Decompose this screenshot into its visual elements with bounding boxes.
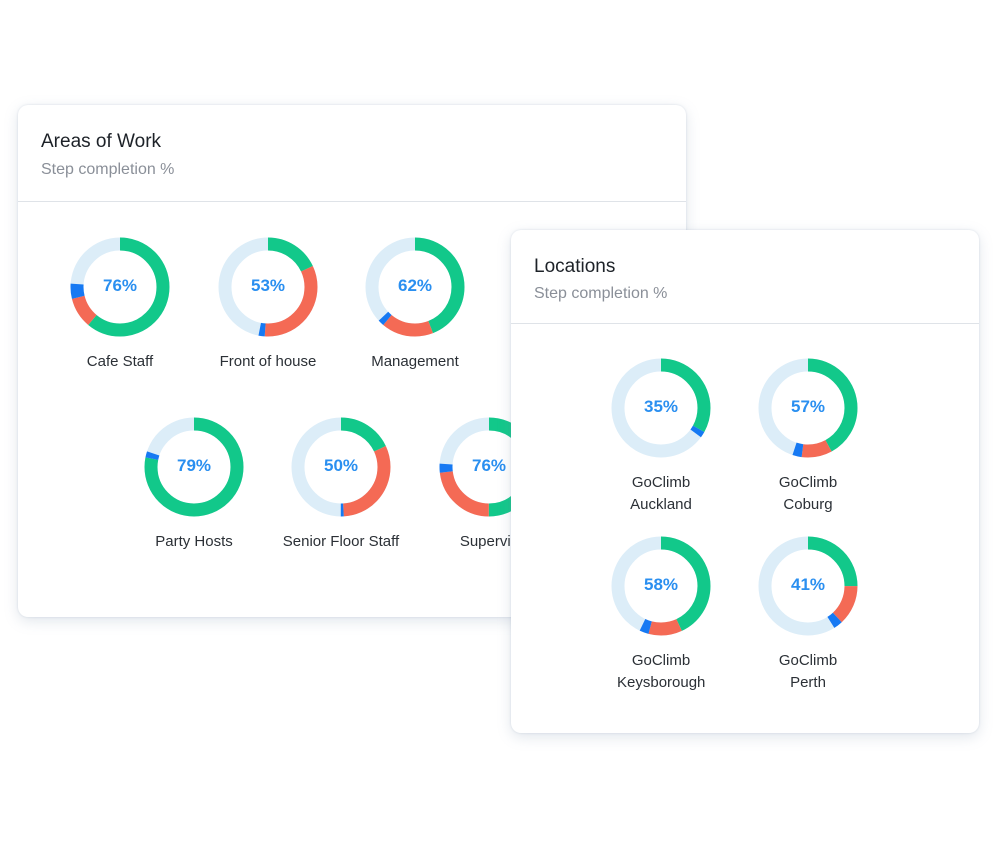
donut-segment-green [365, 237, 465, 337]
donut-ring [758, 358, 858, 458]
donut-segment-green [70, 237, 170, 337]
donut-label: GoClimb Auckland [630, 474, 692, 513]
donut-percent: 79% [176, 456, 212, 475]
donut-label: GoClimb Keysborough [617, 652, 706, 691]
donut-ring [218, 237, 318, 337]
donut-segment-green [218, 237, 318, 337]
donut-label: Management [371, 353, 459, 370]
card-header: Areas of Work Step completion % [18, 105, 686, 202]
donut-ring [291, 417, 391, 517]
donut-segment-red [611, 536, 711, 636]
locations-card: Locations Step completion % 35% GoClimb A… [511, 230, 979, 733]
donut-percent: 35% [643, 397, 679, 416]
donut-ring [144, 417, 244, 517]
donut-percent: 53% [250, 276, 286, 295]
donut-segment-green [758, 358, 858, 458]
donut-percent: 76% [471, 456, 507, 475]
donut-ring [70, 237, 170, 337]
donut-segment-green [144, 417, 244, 517]
donut-label: Party Hosts [155, 533, 233, 550]
donut-label: GoClimb Perth [778, 652, 838, 691]
donut-label: GoClimb Coburg [778, 474, 838, 513]
card-header: Locations Step completion % [511, 230, 979, 324]
donut-segment-red [218, 237, 318, 337]
donut-segment-red [365, 237, 465, 337]
donut-segment-green [758, 536, 858, 636]
donut-segment-green [611, 358, 711, 458]
donut-segment-blue [291, 417, 391, 517]
donut-label: Cafe Staff [86, 353, 154, 370]
card-title: Areas of Work [41, 131, 162, 152]
donut-segment-green [611, 536, 711, 636]
donut-label: Supervis [459, 533, 519, 550]
card-subtitle: Step completion % [41, 161, 175, 178]
donut-percent: 76% [102, 276, 138, 295]
donut-percent: 50% [323, 456, 359, 475]
donut-ring [758, 536, 858, 636]
donut-percent: 57% [790, 397, 826, 416]
donut-segment-red [291, 417, 391, 517]
donut-percent: 58% [643, 575, 679, 594]
donut-segment-red [758, 358, 858, 458]
card-title: Locations [534, 256, 616, 277]
donut-ring [611, 358, 711, 458]
donut-label: Senior Floor Staff [282, 533, 400, 550]
donut-segment-blue [439, 417, 539, 517]
donut-ring [611, 536, 711, 636]
card-subtitle: Step completion % [534, 285, 668, 302]
donut-percent: 62% [397, 276, 433, 295]
donut-label: Front of house [219, 353, 317, 370]
donut-segment-green [291, 417, 391, 517]
donut-ring [365, 237, 465, 337]
donut-percent: 41% [790, 575, 826, 594]
donut-segment-blue [70, 237, 170, 337]
